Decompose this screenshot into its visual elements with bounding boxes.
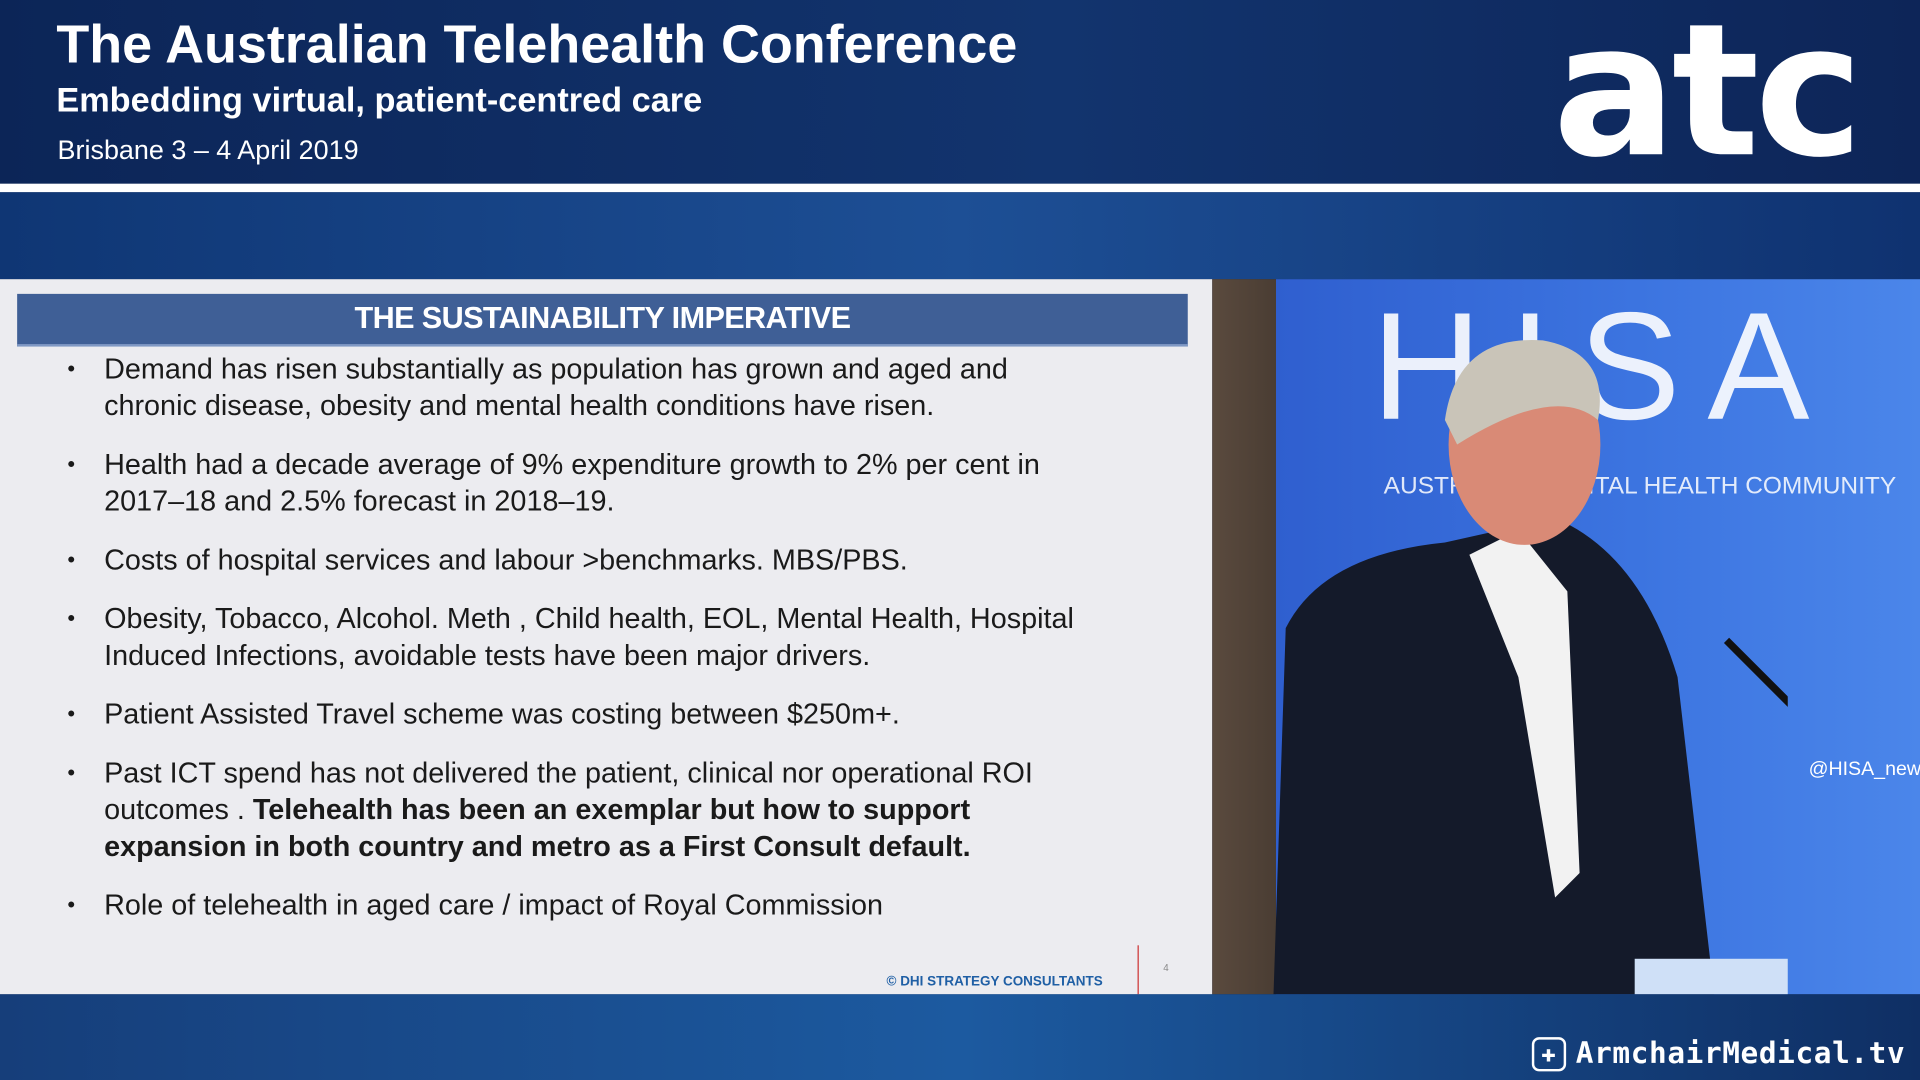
conference-header: The Australian Telehealth Conference Emb…	[0, 0, 1920, 184]
banner-handle: @HISA_news	[1808, 759, 1920, 781]
medical-cross-icon: ✚	[1531, 1037, 1567, 1072]
conference-date: Brisbane 3 – 4 April 2019	[57, 134, 359, 166]
bullet-item: Costs of hospital services and labour >b…	[67, 541, 1096, 578]
header-band	[0, 192, 1920, 280]
speaker-video: HISA AUSTRALIAN DIGITAL HEALTH COMMUNITY…	[1212, 279, 1920, 995]
slide-title: THE SUSTAINABILITY IMPERATIVE	[17, 293, 1188, 347]
conference-subtitle: Embedding virtual, patient-centred care	[56, 80, 703, 119]
bullet-bold-text: Telehealth has been an exemplar but how …	[104, 793, 971, 863]
bullet-list: Demand has risen substantially as popula…	[67, 350, 1096, 945]
footer-bar: ✚ ArmchairMedical.tv	[0, 994, 1920, 1080]
divider	[1137, 945, 1139, 995]
slide-credit: © DHI STRATEGY CONSULTANTS	[886, 974, 1103, 990]
bullet-item: Health had a decade average of 9% expend…	[67, 446, 1096, 519]
presentation-slide: THE SUSTAINABILITY IMPERATIVE Demand has…	[0, 279, 1213, 995]
bullet-text: Past ICT spend has not delivered the pat…	[104, 756, 1033, 826]
brand: ✚ ArmchairMedical.tv	[1531, 1035, 1906, 1072]
conference-title: The Australian Telehealth Conference	[56, 14, 1018, 75]
bullet-item: Demand has risen substantially as popula…	[67, 350, 1096, 423]
divider	[0, 183, 1920, 193]
bullet-item: Patient Assisted Travel scheme was costi…	[67, 696, 1096, 733]
page-number: 4	[1163, 962, 1169, 974]
bullet-item: Role of telehealth in aged care / impact…	[67, 887, 1096, 924]
bullet-item: Obesity, Tobacco, Alcohol. Meth , Child …	[67, 600, 1096, 673]
speaker-figure	[1273, 340, 1788, 995]
atc-logo: atc	[1552, 0, 1864, 199]
bullet-item: Past ICT spend has not delivered the pat…	[67, 754, 1096, 864]
brand-name: ArmchairMedical.tv	[1575, 1035, 1906, 1071]
